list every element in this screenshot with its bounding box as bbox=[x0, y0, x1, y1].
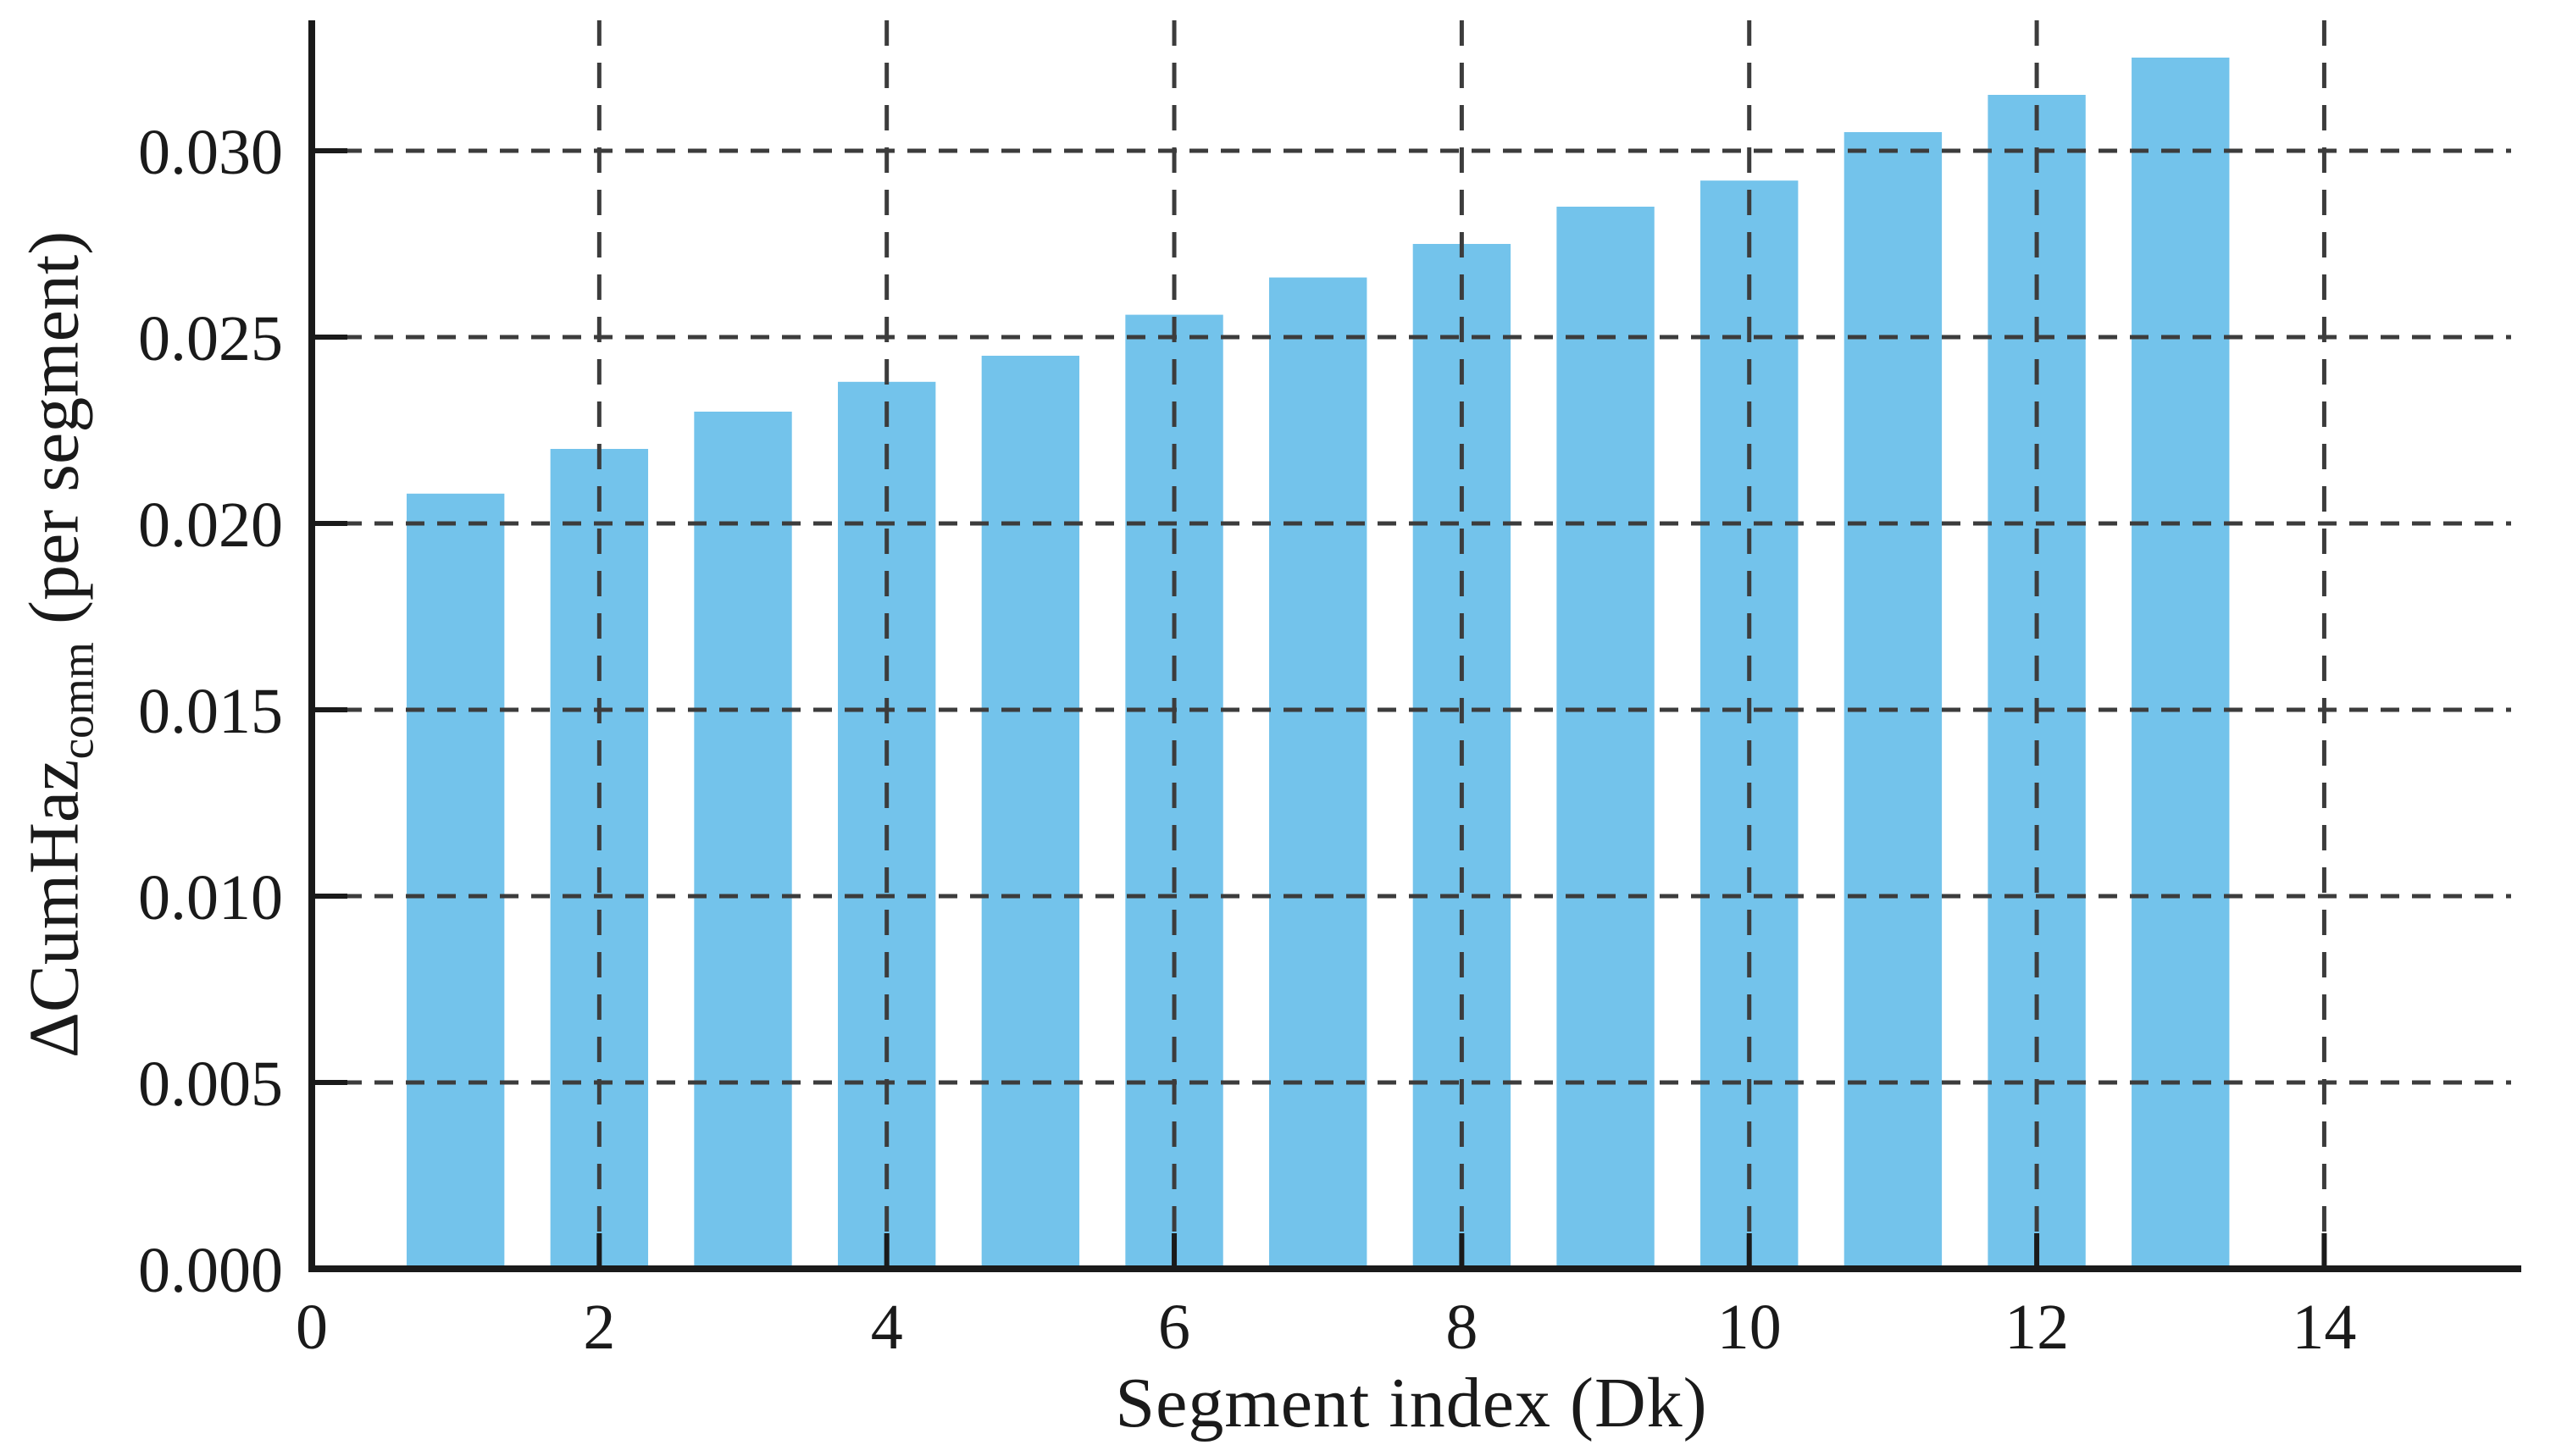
y-axis-title-prefix: ΔCumHaz bbox=[14, 759, 94, 1059]
x-tick-label: 14 bbox=[2292, 1292, 2356, 1363]
y-tick-label: 0.000 bbox=[138, 1235, 283, 1306]
y-tick-label: 0.020 bbox=[138, 490, 283, 561]
y-tick-label: 0.010 bbox=[138, 862, 283, 933]
y-axis-title: ΔCumHazcomm (per segment) bbox=[14, 230, 103, 1059]
x-tick-label: 6 bbox=[1158, 1292, 1190, 1363]
y-tick-label: 0.030 bbox=[138, 117, 283, 188]
bar bbox=[694, 412, 792, 1269]
y-axis-title-subscript: comm bbox=[51, 641, 103, 760]
x-tick-label: 4 bbox=[871, 1292, 903, 1363]
bar bbox=[406, 493, 505, 1269]
x-tick-label: 2 bbox=[583, 1292, 615, 1363]
bar bbox=[1844, 132, 1943, 1269]
x-tick-label: 10 bbox=[1717, 1292, 1782, 1363]
y-tick-label: 0.025 bbox=[138, 303, 283, 374]
bar bbox=[2132, 58, 2230, 1269]
x-tick-label: 0 bbox=[296, 1292, 328, 1363]
y-axis-title-suffix: (per segment) bbox=[14, 230, 94, 642]
y-tick-label: 0.005 bbox=[138, 1049, 283, 1120]
x-tick-label: 8 bbox=[1445, 1292, 1478, 1363]
bar bbox=[1556, 207, 1655, 1269]
bar bbox=[1700, 180, 1799, 1270]
x-axis-title: Segment index (Dk) bbox=[1115, 1364, 1708, 1442]
y-tick-label: 0.015 bbox=[138, 676, 283, 747]
bar bbox=[981, 356, 1080, 1269]
x-tick-label: 12 bbox=[2004, 1292, 2069, 1363]
bar bbox=[1269, 277, 1367, 1270]
